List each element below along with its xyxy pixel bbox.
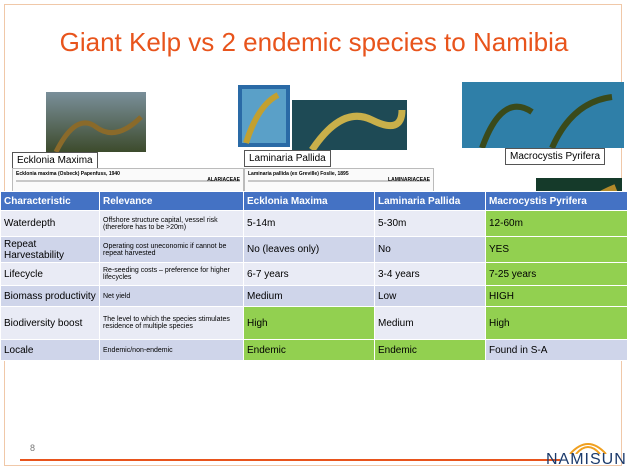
header-cell: Relevance [100,192,244,211]
photo [238,85,290,147]
page-number: 8 [30,443,35,453]
cell: Low [375,286,486,307]
header-cell: Ecklonia Maxima [244,192,375,211]
document-scan: Ecklonia maxima (Osbeck) Papenfuss, 1940… [12,168,244,192]
cell: Endemic [375,340,486,361]
footer-line [20,459,560,461]
cell: 12-60m [486,211,628,237]
cell: No (leaves only) [244,237,375,263]
cell: The level to which the species stimulate… [100,307,244,340]
logo: NAMISUN [546,451,627,469]
header-cell: Characteristic [1,192,100,211]
cell: HIGH [486,286,628,307]
cell: Net yield [100,286,244,307]
cell: Medium [375,307,486,340]
cell: Endemic [244,340,375,361]
cell: 7-25 years [486,263,628,286]
doc-family: LAMINARIACEAE [388,177,430,183]
photo [462,82,624,148]
header-cell: Macrocystis Pyrifera [486,192,628,211]
caption: Laminaria Pallida [244,150,331,167]
cell: Biodiversity boost [1,307,100,340]
cell: 5-30m [375,211,486,237]
cell: Waterdepth [1,211,100,237]
cell: Biomass productivity [1,286,100,307]
cell: 5-14m [244,211,375,237]
photo [46,92,146,152]
caption: Macrocystis Pyrifera [505,148,605,165]
cell: Operating cost uneconomic if cannot be r… [100,237,244,263]
cell: No [375,237,486,263]
caption: Ecklonia Maxima [12,152,98,169]
cell: Locale [1,340,100,361]
cell: High [244,307,375,340]
cell: Offshore structure capital, vessel risk … [100,211,244,237]
doc-family: ALARIACEAE [207,177,240,183]
document-scan: Laminaria pallida (ex Greville) Foslie, … [244,168,434,192]
cell: High [486,307,628,340]
cell: 6-7 years [244,263,375,286]
cell: 3-4 years [375,263,486,286]
cell: YES [486,237,628,263]
cell: Re-seeding costs – preference for higher… [100,263,244,286]
title: Giant Kelp vs 2 endemic species to Namib… [0,27,628,58]
cell: Lifecycle [1,263,100,286]
cell: Found in S-A [486,340,628,361]
cell: Repeat Harvestability [1,237,100,263]
cell: Endemic/non-endemic [100,340,244,361]
header-cell: Laminaria Pallida [375,192,486,211]
photo [292,100,407,150]
slide: Giant Kelp vs 2 endemic species to Namib… [0,0,628,471]
cell: Medium [244,286,375,307]
comparison-table: Characteristic Relevance Ecklonia Maxima… [0,191,628,361]
